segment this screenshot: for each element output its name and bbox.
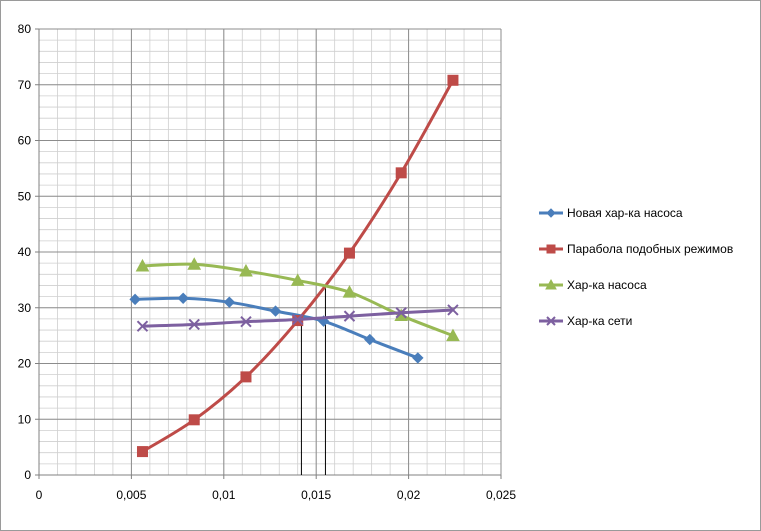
- legend-label: Хар-ка сети: [567, 314, 632, 328]
- data-point: [269, 305, 282, 317]
- series-1: [129, 292, 424, 364]
- legend-marker: [545, 278, 557, 290]
- legend-entry: Парабола подобных режимов: [539, 242, 733, 256]
- legend-entry: Новая хар-ка насоса: [539, 206, 683, 220]
- series-4: [136, 304, 459, 332]
- y-tick-label: 80: [18, 22, 32, 36]
- legend: Новая хар-ка насоса Парабола подобных реж…: [539, 206, 733, 328]
- legend-entry: Хар-ка сети: [539, 314, 632, 328]
- data-point: [136, 320, 149, 332]
- data-point: [395, 307, 407, 319]
- legend-label: Парабола подобных режимов: [567, 242, 733, 256]
- y-tick-label: 70: [18, 78, 32, 92]
- data-point: [447, 74, 459, 86]
- data-point: [342, 285, 357, 298]
- data-point: [239, 263, 253, 277]
- y-tick-label: 30: [18, 301, 32, 315]
- data-point: [188, 414, 200, 426]
- axes: 0 0,005 0,01 0,015 0,02 0,025 0 10 20 30 40 50 60 70 8…: [18, 22, 517, 502]
- data-point: [290, 273, 305, 286]
- legend-entry: Хар-ка насоса: [539, 278, 647, 292]
- y-tick-label: 40: [18, 245, 32, 259]
- x-tick-label: 0,025: [486, 488, 516, 502]
- data-point: [343, 247, 355, 259]
- legend-label: Хар-ка насоса: [567, 278, 647, 292]
- legend-marker: [546, 316, 556, 326]
- data-point: [343, 310, 356, 322]
- data-point: [447, 304, 459, 316]
- data-point: [129, 293, 141, 306]
- data-point: [446, 328, 460, 342]
- data-point: [364, 333, 376, 346]
- legend-marker: [546, 244, 556, 254]
- x-tick-label: 0: [36, 488, 43, 502]
- data-point: [240, 371, 252, 383]
- data-point: [177, 292, 189, 304]
- y-tick-label: 0: [24, 468, 31, 482]
- y-tick-label: 20: [18, 357, 32, 371]
- data-point: [187, 257, 202, 270]
- series-3: [135, 257, 460, 342]
- y-tick-label: 10: [18, 412, 32, 426]
- data-point: [292, 313, 304, 326]
- grid: [38, 28, 502, 476]
- x-tick-label: 0,01: [212, 488, 236, 502]
- x-tick-label: 0,02: [397, 488, 421, 502]
- data-point: [223, 296, 236, 308]
- legend-marker: [546, 208, 556, 218]
- data-point: [395, 167, 407, 179]
- data-point: [136, 446, 148, 458]
- x-tick-label: 0,015: [301, 488, 331, 502]
- y-tick-label: 50: [18, 189, 32, 203]
- y-tick-label: 60: [18, 134, 32, 148]
- data-point: [240, 315, 252, 328]
- x-tick-label: 0,005: [116, 488, 146, 502]
- series: [129, 74, 460, 458]
- data-point: [188, 318, 200, 331]
- legend-label: Новая хар-ка насоса: [567, 206, 683, 220]
- data-point: [135, 258, 150, 272]
- data-point: [412, 352, 424, 364]
